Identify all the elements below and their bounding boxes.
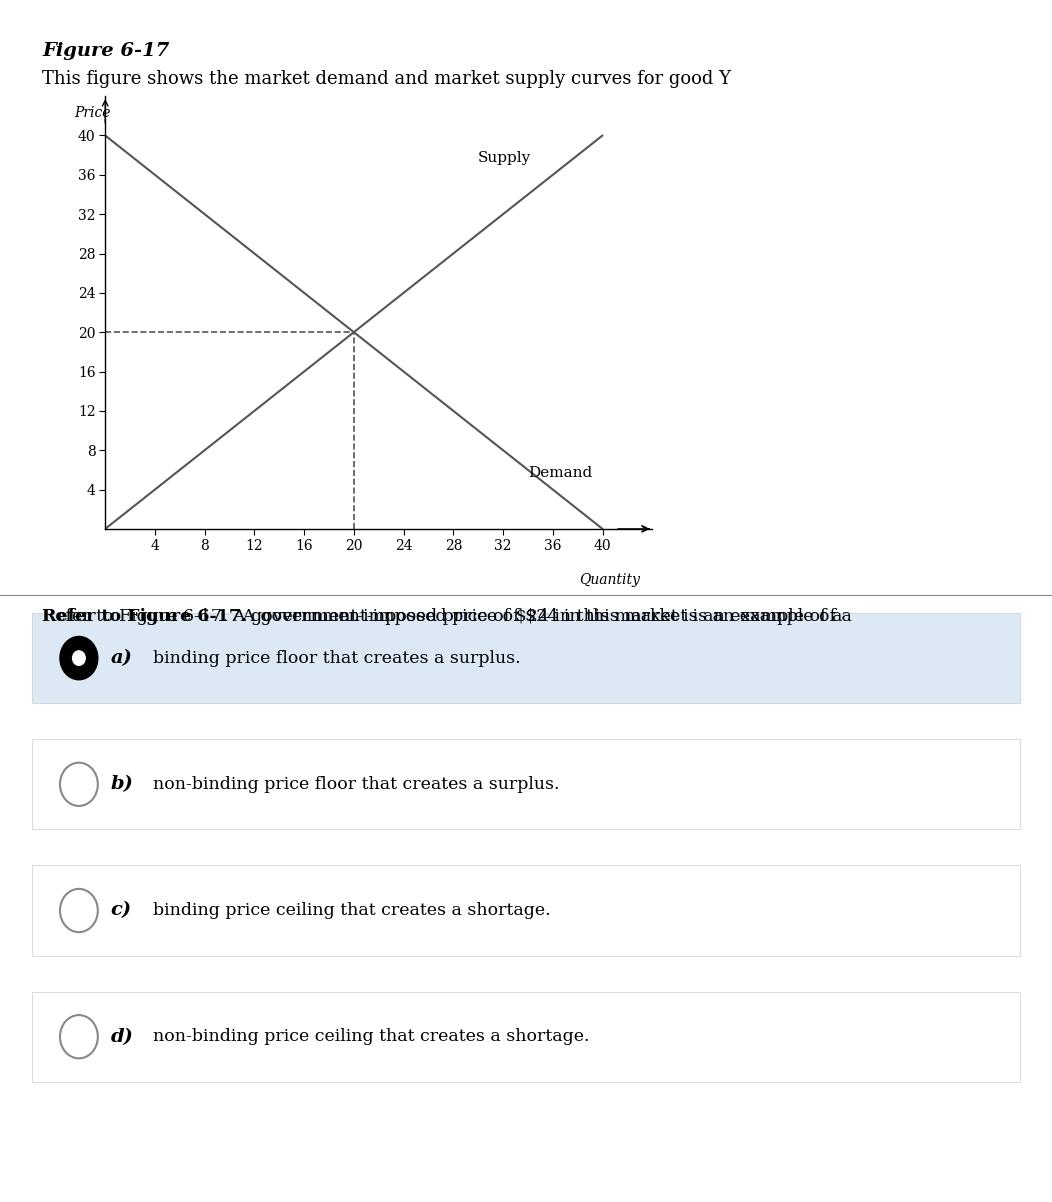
Text: This figure shows the market demand and market supply curves for good Y: This figure shows the market demand and …	[42, 70, 731, 88]
Text: a): a)	[110, 649, 133, 667]
Text: Figure 6-17: Figure 6-17	[42, 42, 169, 60]
Text: Price: Price	[74, 106, 110, 120]
Text: Quantity: Quantity	[579, 573, 640, 587]
Text: Supply: Supply	[479, 151, 531, 165]
Text: non-binding price ceiling that creates a shortage.: non-binding price ceiling that creates a…	[153, 1028, 589, 1046]
Text: Demand: Demand	[528, 465, 592, 480]
Text: c): c)	[110, 902, 132, 920]
Text: non-binding price floor that creates a surplus.: non-binding price floor that creates a s…	[153, 775, 559, 793]
Text: Refer to Figure 6-17. A government-imposed price of $24 in this market is an exa: Refer to Figure 6-17. A government-impos…	[42, 608, 843, 625]
Text: d): d)	[110, 1028, 134, 1046]
Text: binding price floor that creates a surplus.: binding price floor that creates a surpl…	[153, 649, 520, 667]
Text: b): b)	[110, 775, 134, 793]
Text: Refer to Figure 6-17.: Refer to Figure 6-17.	[42, 608, 247, 625]
Text: A government-imposed price of $24 in this market is an example of a: A government-imposed price of $24 in thi…	[237, 608, 851, 625]
Text: binding price ceiling that creates a shortage.: binding price ceiling that creates a sho…	[153, 902, 550, 920]
